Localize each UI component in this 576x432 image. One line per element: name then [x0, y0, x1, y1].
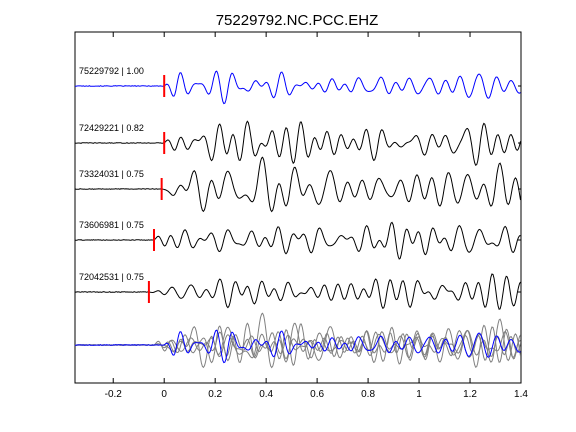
x-tick-label-6: 1: [416, 389, 422, 400]
x-tick-label-7: 1.2: [463, 389, 477, 400]
trace-3: [75, 221, 521, 260]
trace-label-3: 73606981 | 0.75: [79, 220, 144, 230]
x-tick-label-0: -0.2: [105, 389, 123, 400]
trace-labels: 75229792 | 1.00 72429221 | 0.82 73324031 |…: [79, 66, 144, 282]
trace-label-0: 75229792 | 1.00: [79, 66, 144, 76]
trace-label-2: 73324031 | 0.75: [79, 169, 144, 179]
trace-label-4: 72042531 | 0.75: [79, 272, 144, 282]
trace-1: [74, 120, 521, 166]
trace-label-1: 72429221 | 0.82: [79, 123, 144, 133]
x-tick-label-3: 0.4: [259, 389, 273, 400]
waveform-traces: [74, 70, 521, 310]
waveform-stack: [74, 312, 521, 369]
x-tick-label-4: 0.6: [310, 389, 324, 400]
x-tick-label-1: 0: [161, 389, 167, 400]
x-tick-label-8: 1.4: [514, 389, 528, 400]
x-tick-label-5: 0.8: [361, 389, 375, 400]
stack-trace-0: [75, 329, 521, 364]
plot-axes: [74, 31, 522, 384]
x-axis: -0.2 0 0.2 0.4 0.6 0.8 1 1.2 1.4: [105, 32, 528, 400]
x-tick-label-2: 0.2: [208, 389, 222, 400]
chart-title: 75229792.NC.PCC.EHZ: [216, 12, 379, 29]
pick-markers: [147, 75, 166, 303]
trace-2: [74, 156, 521, 213]
trace-0: [75, 70, 521, 105]
